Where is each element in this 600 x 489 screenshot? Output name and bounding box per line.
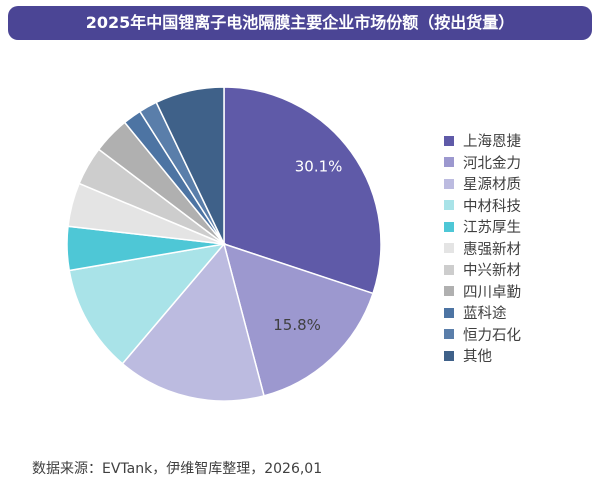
pie-slice-2: [222, 242, 374, 397]
legend-item: 恒力石化: [444, 324, 521, 346]
legend-item: 上海恩捷: [444, 130, 521, 152]
legend-item: 中兴新材: [444, 259, 521, 281]
legend-label: 中兴新材: [463, 263, 521, 280]
legend-swatch: [444, 221, 454, 232]
legend-swatch: [444, 178, 454, 189]
legend-label: 其他: [463, 349, 492, 366]
legend-label: 惠强新材: [463, 241, 521, 258]
legend-label: 中材科技: [463, 198, 521, 215]
legend-label: 上海恩捷: [463, 134, 521, 151]
pie-slice-4: [68, 242, 226, 365]
legend-item: 其他: [444, 345, 521, 367]
legend-label: 四川卓勤: [463, 284, 521, 301]
legend: 上海恩捷河北金力星源材质中材科技江苏厚生惠强新材中兴新材四川卓勤蓝科途恒力石化其…: [444, 130, 521, 367]
legend-swatch: [444, 135, 454, 146]
legend-swatch: [444, 286, 454, 297]
legend-swatch: [444, 243, 454, 254]
data-label: 30.1%: [295, 158, 343, 176]
legend-item: 星源材质: [444, 173, 521, 195]
legend-item: 惠强新材: [444, 238, 521, 260]
chart-title: 2025年中国锂离子电池隔膜主要企业市场份额（按出货量）: [8, 6, 592, 40]
legend-swatch: [444, 307, 454, 318]
legend-label: 星源材质: [463, 177, 521, 194]
legend-item: 四川卓勤: [444, 281, 521, 303]
pie-slice-11: [155, 86, 225, 245]
legend-label: 江苏厚生: [463, 220, 521, 237]
legend-label: 河北金力: [463, 155, 521, 172]
legend-swatch: [444, 264, 454, 275]
legend-item: 蓝科途: [444, 302, 521, 324]
pie-slice-3: [121, 242, 265, 402]
legend-label: 恒力石化: [463, 327, 521, 344]
legend-item: 江苏厚生: [444, 216, 521, 238]
source-note: 数据来源：EVTank，伊维智库整理，2026,01: [32, 461, 323, 477]
legend-swatch: [444, 200, 454, 211]
legend-label: 蓝科途: [463, 306, 507, 323]
legend-item: 河北金力: [444, 152, 521, 174]
pie-slice-1: [223, 86, 382, 295]
legend-swatch: [444, 329, 454, 340]
data-label: 15.8%: [273, 316, 321, 334]
legend-swatch: [444, 350, 454, 361]
legend-swatch: [444, 157, 454, 168]
legend-item: 中材科技: [444, 195, 521, 217]
